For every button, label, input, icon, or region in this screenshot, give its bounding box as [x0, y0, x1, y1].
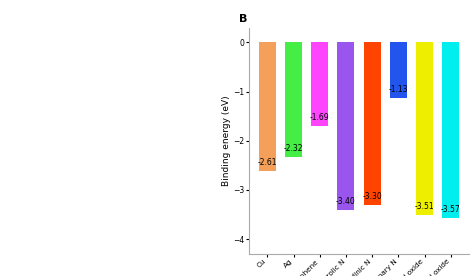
Bar: [416, 42, 433, 215]
Text: -3.51: -3.51: [415, 202, 434, 211]
Y-axis label: Binding energy (eV): Binding energy (eV): [222, 95, 231, 186]
Bar: [259, 42, 276, 171]
Bar: [285, 42, 302, 156]
Bar: [311, 42, 328, 126]
Bar: [390, 42, 407, 98]
Text: -2.32: -2.32: [284, 144, 303, 153]
Text: -3.30: -3.30: [362, 192, 382, 201]
Bar: [364, 42, 381, 205]
Text: -3.40: -3.40: [336, 197, 356, 206]
Text: -3.57: -3.57: [441, 205, 461, 214]
Text: -1.69: -1.69: [310, 113, 329, 121]
Bar: [337, 42, 355, 210]
Text: -1.13: -1.13: [389, 85, 408, 94]
Text: -2.61: -2.61: [258, 158, 277, 167]
Text: B: B: [239, 14, 248, 24]
Bar: [442, 42, 459, 218]
